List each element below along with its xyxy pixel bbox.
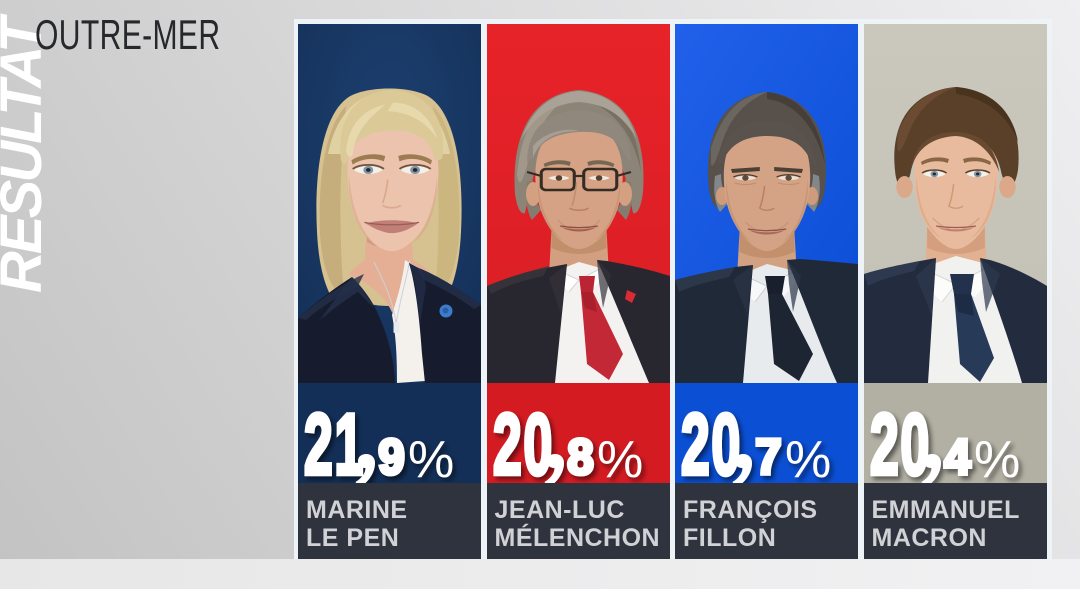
svg-text:8: 8: [567, 430, 593, 485]
svg-text:20: 20: [870, 398, 931, 494]
svg-text:7: 7: [755, 430, 781, 485]
svg-text:%: %: [408, 431, 454, 489]
svg-text:%: %: [974, 431, 1020, 489]
svg-text:20: 20: [681, 398, 742, 494]
svg-text:%: %: [597, 431, 643, 489]
svg-text:20: 20: [493, 398, 554, 494]
svg-text:9: 9: [378, 430, 404, 485]
svg-text:4: 4: [944, 430, 970, 485]
svg-text:%: %: [785, 431, 831, 489]
svg-text:21: 21: [304, 398, 365, 494]
